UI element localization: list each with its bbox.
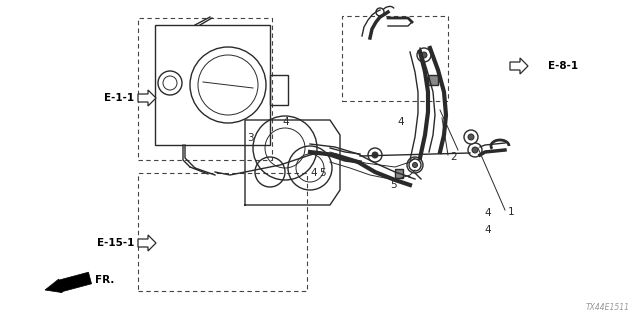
Circle shape [407,157,423,173]
Bar [395,169,403,178]
Circle shape [409,159,421,171]
Text: 4: 4 [282,117,289,127]
Text: 4: 4 [310,168,317,178]
Polygon shape [138,235,156,251]
Bar [270,75,288,105]
Text: E-15-1: E-15-1 [97,238,134,248]
Bar [428,75,438,85]
Text: 4: 4 [484,225,491,235]
Text: 2: 2 [450,152,456,162]
Circle shape [464,130,478,144]
Polygon shape [510,58,528,74]
Text: E-8-1: E-8-1 [548,61,578,71]
FancyArrow shape [45,272,92,293]
Circle shape [413,163,417,167]
Circle shape [421,52,427,58]
Circle shape [372,152,378,158]
Circle shape [468,134,474,140]
Text: 5: 5 [390,180,397,190]
Text: TX44E1511: TX44E1511 [586,303,630,313]
Text: 4: 4 [397,117,404,127]
Bar [342,16,448,101]
Polygon shape [138,90,156,106]
Circle shape [376,8,384,16]
Circle shape [417,48,431,62]
Text: 1: 1 [508,207,515,217]
Bar [155,25,270,145]
Bar [138,173,307,291]
Bar [138,18,272,160]
Text: E-1-1: E-1-1 [104,93,134,103]
Circle shape [468,143,482,157]
Text: 3: 3 [247,133,253,143]
Text: FR.: FR. [95,275,115,285]
Circle shape [472,147,478,153]
Text: 4: 4 [484,208,491,218]
Circle shape [368,148,382,162]
Text: 5: 5 [319,168,326,178]
